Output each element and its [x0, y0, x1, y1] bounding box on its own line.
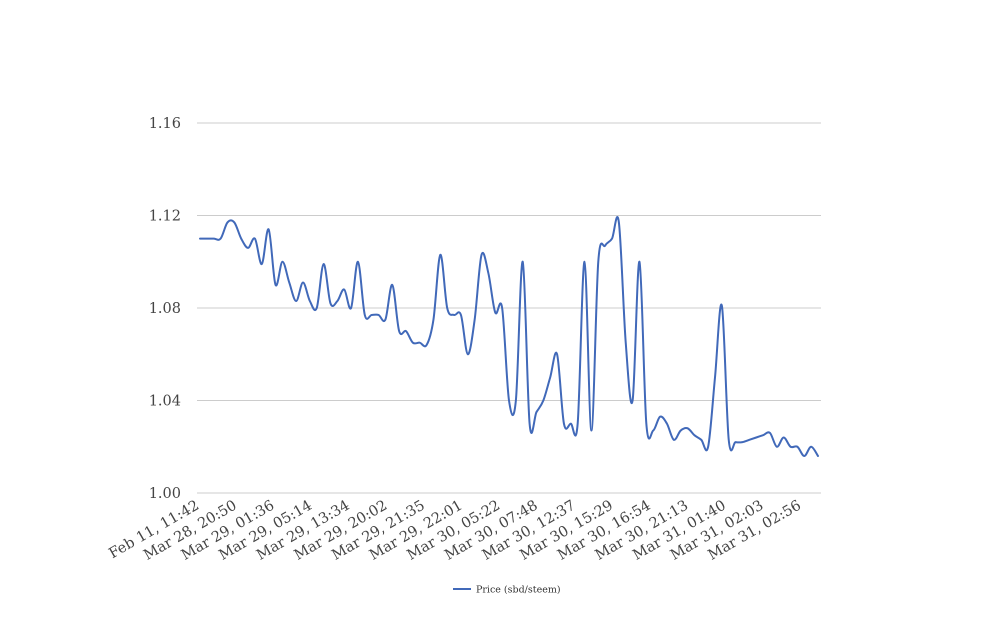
y-tick-label: 1.12	[149, 209, 181, 225]
series-line	[199, 216, 819, 457]
y-axis-ticks: 1.00 1.04 1.08 1.12 1.16	[149, 116, 181, 502]
legend-label: Price (sbd/steem)	[476, 585, 561, 596]
y-tick-label: 1.16	[149, 116, 181, 132]
y-tick-label: 1.04	[149, 394, 181, 410]
y-tick-label: 1.00	[149, 486, 181, 502]
legend: Price (sbd/steem)	[453, 585, 561, 596]
series-layer	[199, 216, 819, 457]
gridlines	[197, 122, 821, 494]
y-tick-label: 1.08	[149, 301, 181, 317]
